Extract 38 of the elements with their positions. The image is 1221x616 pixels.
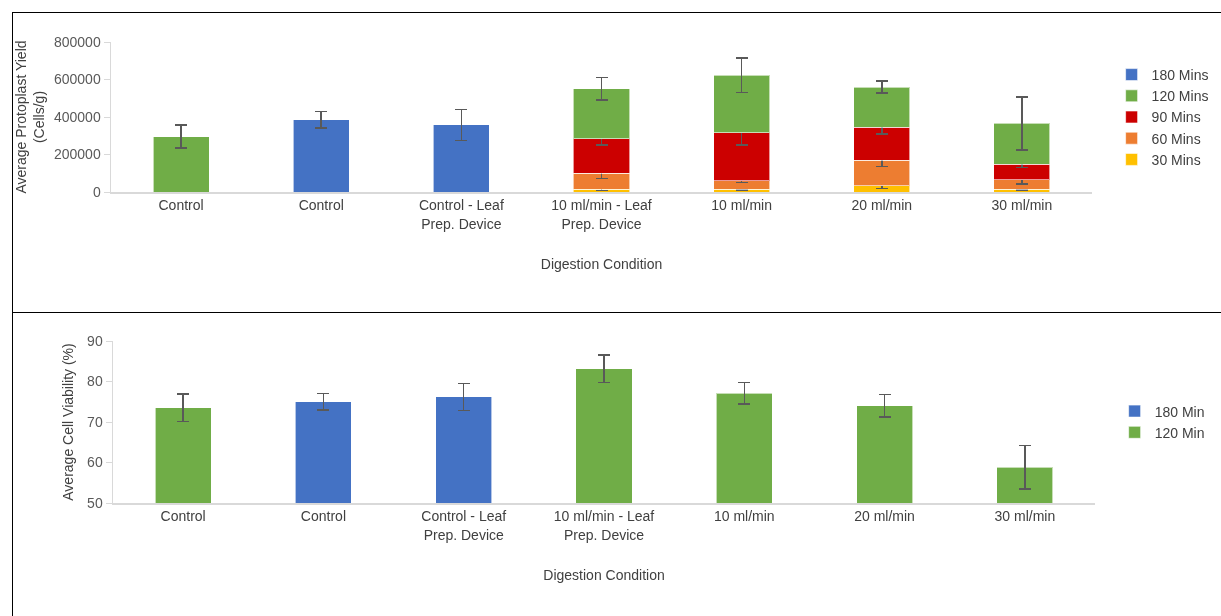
legend-label: 180 Min (1154, 403, 1205, 420)
x-tick-label: 30 ml/min (991, 197, 1053, 214)
y-tick-label: 600000 (53, 71, 101, 88)
y-tick-label: 0 (92, 183, 101, 200)
y-axis-title: Average Protoplast Yield (Cells/g) (13, 40, 48, 194)
x-tick-label: 20 ml/min (851, 197, 913, 214)
x-tick-label: 30 ml/min (994, 508, 1056, 525)
bar (432, 124, 490, 192)
x-tick-label: Control (298, 197, 344, 214)
y-tick-label: 90 (87, 332, 103, 349)
y-tick-label: 400000 (53, 108, 101, 125)
x-tick-label: 10 ml/min - Leaf Prep. Device (553, 508, 655, 543)
x-tick-label: Control - Leaf Prep. Device (418, 197, 504, 232)
y-tick-label: 800000 (53, 33, 101, 50)
x-tick-label: Control (300, 508, 346, 525)
y-tick-label: 60 (87, 454, 103, 471)
x-axis-title: Digestion Condition (543, 566, 665, 583)
y-tick-label: 70 (87, 413, 103, 430)
y-axis-title: Average Cell Viability (%) (59, 343, 76, 501)
x-tick-label: Control - Leaf Prep. Device (421, 508, 507, 543)
legend-label: 60 Mins (1151, 130, 1201, 147)
x-tick-label: 20 ml/min (854, 508, 915, 525)
bar (152, 136, 210, 192)
x-tick-label: Control (160, 508, 206, 525)
x-tick-label: 10 ml/min - Leaf Prep. Device (551, 197, 652, 232)
y-tick-label: 50 (87, 494, 103, 511)
x-tick-label: Control (158, 197, 204, 214)
legend-label: 30 Mins (1151, 151, 1201, 168)
legend-label: 120 Mins (1151, 88, 1209, 105)
legend-label: 180 Mins (1151, 67, 1209, 84)
legend-label: 120 Min (1154, 424, 1205, 441)
x-tick-label: 10 ml/min (713, 508, 775, 525)
y-tick-label: 80 (87, 373, 103, 390)
x-axis-title: Digestion Condition (540, 255, 663, 272)
bar (292, 119, 350, 192)
legend-label: 90 Mins (1151, 109, 1201, 126)
x-tick-label: 10 ml/min (711, 197, 772, 214)
y-tick-label: 200000 (53, 146, 101, 163)
